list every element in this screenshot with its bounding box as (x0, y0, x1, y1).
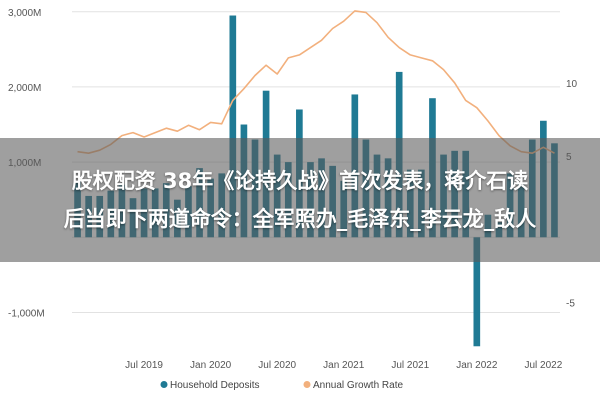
legend-swatch-annual-growth-rate (303, 381, 311, 388)
legend-label-annual-growth-rate: Annual Growth Rate (313, 380, 403, 391)
x-tick-label: Jul 2020 (258, 360, 296, 371)
x-tick-label: Jul 2022 (524, 360, 562, 371)
x-tick-label: Jul 2021 (391, 360, 429, 371)
bar (473, 237, 481, 347)
x-tick-label: Jan 2022 (456, 360, 498, 371)
growth-line (77, 10, 555, 154)
x-tick-label: Jan 2021 (323, 360, 365, 371)
x-tick-label: Jul 2019 (125, 360, 163, 371)
bar (229, 15, 237, 238)
legend-label-household-deposits: Household Deposits (170, 380, 260, 391)
legend-swatch-household-deposits (160, 381, 168, 388)
y-left-tick-label: -1,000M (8, 308, 45, 319)
caption-line-1: 股权配资 38年《论持久战》首次发表，蒋介石读 (71, 169, 529, 193)
y-left-tick-label: 2,000M (8, 83, 41, 94)
y-right-tick-label: 10 (566, 79, 578, 90)
caption-line-2: 后当即下两道命令：全军照办_毛泽东_李云龙_敌人 (63, 207, 537, 231)
x-tick-label: Jan 2020 (190, 360, 232, 371)
caption-banner: 股权配资 38年《论持久战》首次发表，蒋介石读 后当即下两道命令：全军照办_毛泽… (0, 138, 600, 262)
y-left-tick-label: 3,000M (8, 8, 41, 19)
y-right-tick-label: -5 (566, 299, 575, 310)
